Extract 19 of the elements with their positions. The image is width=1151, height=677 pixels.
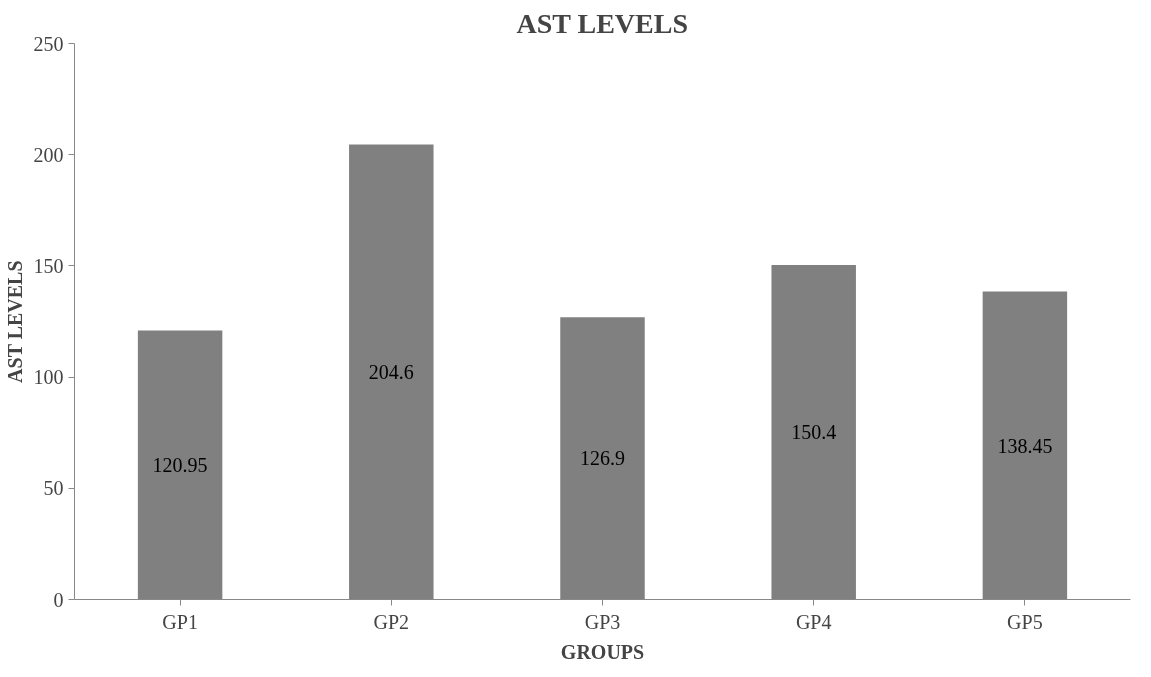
x-tick-label: GP2 [373, 610, 410, 633]
x-tick-label: GP1 [162, 610, 198, 633]
y-tick-label: 250 [33, 32, 64, 55]
data-label: 138.45 [997, 434, 1053, 457]
x-tick-label: GP3 [584, 610, 621, 633]
data-label: 150.4 [791, 421, 837, 444]
y-tick-label: 150 [33, 254, 64, 277]
y-tick-label: 200 [33, 143, 64, 166]
y-tick-label: 0 [53, 588, 64, 611]
y-axis-title: AST LEVELS [3, 260, 26, 383]
x-tick-label: GP5 [1007, 610, 1043, 633]
data-label: 120.95 [152, 454, 208, 476]
y-tick-label: 100 [33, 366, 64, 389]
data-label: 204.6 [368, 360, 414, 383]
y-tick-label: 50 [43, 477, 64, 500]
data-label: 126.9 [580, 447, 625, 470]
x-tick-label: GP4 [795, 610, 832, 633]
x-axis-title: GROUPS [560, 640, 645, 663]
chart-title: AST LEVELS [516, 7, 688, 39]
